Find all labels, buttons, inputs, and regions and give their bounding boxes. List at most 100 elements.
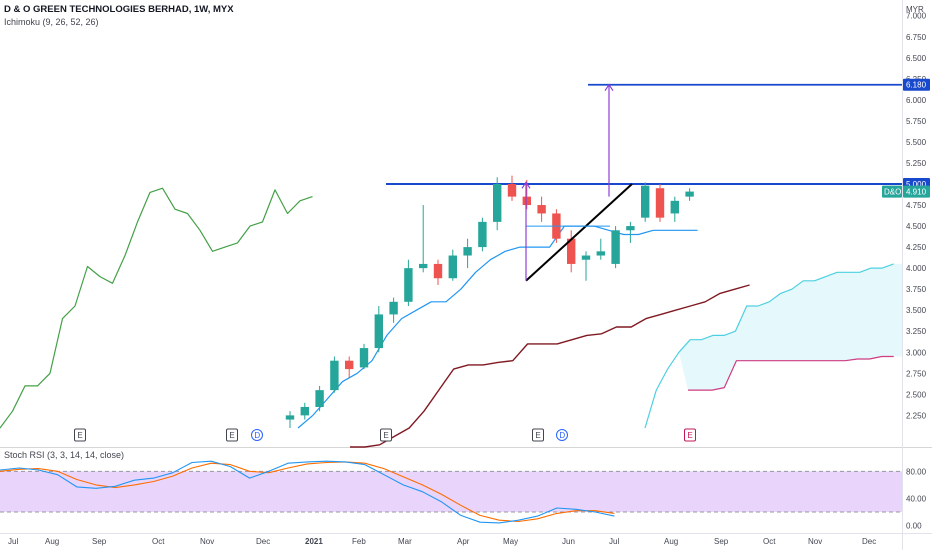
- dividend-marker[interactable]: [251, 429, 263, 441]
- candle[interactable]: [374, 314, 383, 349]
- price-tag-label: 5.000: [906, 180, 927, 189]
- earnings-marker-label: E: [535, 431, 540, 440]
- stoch-band-fill: [0, 471, 902, 513]
- time-tick-label: Aug: [664, 537, 678, 546]
- price-tick-label: 3.250: [906, 327, 927, 336]
- price-tick-label: 6.000: [906, 96, 927, 105]
- candle[interactable]: [315, 390, 324, 407]
- price-tick-label: 4.750: [906, 201, 927, 210]
- candle[interactable]: [641, 185, 650, 218]
- time-tick-label: Feb: [352, 537, 366, 546]
- time-tick-label: Dec: [256, 537, 270, 546]
- leading-span-b-line: [688, 355, 894, 391]
- symbol-tag: [882, 185, 902, 198]
- candle[interactable]: [330, 360, 339, 391]
- symbol-tag-label: D&O: [884, 188, 901, 197]
- candle[interactable]: [596, 251, 605, 256]
- price-tag-label: 4.910: [906, 188, 927, 197]
- price-tick-label: 3.750: [906, 285, 927, 294]
- currency-label: MYR: [906, 5, 924, 14]
- time-tick-label: Aug: [45, 537, 59, 546]
- candle[interactable]: [345, 360, 354, 370]
- candle[interactable]: [359, 348, 369, 368]
- price-tick-label: 6.500: [906, 54, 927, 63]
- earnings-marker-label: E: [383, 431, 388, 440]
- candle[interactable]: [626, 226, 635, 231]
- price-tag-target: [903, 78, 930, 91]
- ascending-trendline: [525, 183, 633, 282]
- time-tick-label: May: [503, 537, 518, 546]
- ichimoku-legend[interactable]: Ichimoku (9, 26, 52, 26): [4, 17, 99, 27]
- candle[interactable]: [448, 255, 457, 279]
- candle[interactable]: [670, 200, 679, 214]
- dividend-marker-label: D: [559, 431, 565, 440]
- price-tick-label: 4.250: [906, 243, 927, 252]
- stoch-tick-label: 80.00: [906, 467, 927, 476]
- price-tick-label: 5.500: [906, 138, 927, 147]
- candle[interactable]: [433, 263, 443, 279]
- price-tick-label: 5.250: [906, 159, 927, 168]
- price-tag-last: [903, 185, 930, 198]
- price-tick-label: 2.250: [906, 411, 927, 420]
- stoch-tick-label: 0.00: [906, 522, 922, 531]
- earnings-marker[interactable]: [380, 428, 392, 442]
- ichimoku-cloud: [678, 263, 902, 391]
- leading-span-a-line: [644, 263, 894, 429]
- stoch-tick-label: 40.00: [906, 494, 927, 503]
- time-tick-label: Nov: [200, 537, 214, 546]
- candle[interactable]: [300, 406, 309, 416]
- earnings-marker[interactable]: [532, 428, 544, 442]
- time-tick-label: Nov: [808, 537, 822, 546]
- earnings-marker-label: E: [77, 431, 82, 440]
- candle[interactable]: [493, 184, 502, 222]
- price-tick-label: 6.750: [906, 33, 927, 42]
- candle[interactable]: [581, 255, 591, 260]
- candle[interactable]: [507, 184, 517, 197]
- candle[interactable]: [567, 238, 576, 264]
- candle[interactable]: [655, 188, 665, 218]
- price-tick-label: 2.750: [906, 369, 927, 378]
- candle[interactable]: [522, 196, 531, 206]
- candle[interactable]: [389, 301, 398, 315]
- time-tick-label: Sep: [714, 537, 729, 546]
- target-arrow-head: [604, 83, 614, 92]
- price-tag-label: 6.180: [906, 81, 927, 90]
- stoch-rsi-legend[interactable]: Stoch RSI (3, 3, 14, 14, close): [4, 450, 125, 460]
- stoch-k-line: [0, 460, 615, 524]
- time-tick-label: Dec: [862, 537, 876, 546]
- price-tick-label: 2.500: [906, 390, 927, 399]
- price-tick-label: 4.000: [906, 264, 927, 273]
- price-tick-label: 3.500: [906, 306, 927, 315]
- candle[interactable]: [478, 221, 487, 248]
- time-tick-label: Apr: [457, 537, 470, 546]
- candle[interactable]: [419, 263, 428, 269]
- time-tick-label: Jul: [609, 537, 619, 546]
- kijun-sen-line: [350, 284, 750, 448]
- earnings-marker-label: E: [229, 431, 234, 440]
- earnings-marker[interactable]: [74, 428, 86, 442]
- height-arrow-head: [521, 181, 531, 189]
- lagging-span-line: [0, 187, 313, 429]
- candle[interactable]: [463, 247, 472, 256]
- earnings-marker[interactable]: [684, 428, 696, 442]
- price-tick-label: 5.750: [906, 117, 927, 126]
- earnings-marker[interactable]: [226, 428, 238, 442]
- time-tick-label: 2021: [305, 537, 323, 546]
- price-tick-label: 3.000: [906, 348, 927, 357]
- candle[interactable]: [685, 191, 694, 197]
- dividend-marker[interactable]: [556, 429, 568, 441]
- time-tick-label: Mar: [398, 537, 412, 546]
- price-tick-label: 7.000: [906, 12, 927, 21]
- time-tick-label: Jul: [8, 537, 18, 546]
- price-tick-label: 4.500: [906, 222, 927, 231]
- candle[interactable]: [285, 415, 295, 420]
- chart-title: D & O GREEN TECHNOLOGIES BERHAD, 1W, MYX: [4, 4, 234, 15]
- time-tick-label: Oct: [763, 537, 776, 546]
- earnings-marker-label: E: [687, 431, 692, 440]
- candle[interactable]: [611, 230, 620, 264]
- candle[interactable]: [537, 205, 546, 214]
- candle[interactable]: [404, 268, 413, 302]
- time-tick-label: Sep: [92, 537, 107, 546]
